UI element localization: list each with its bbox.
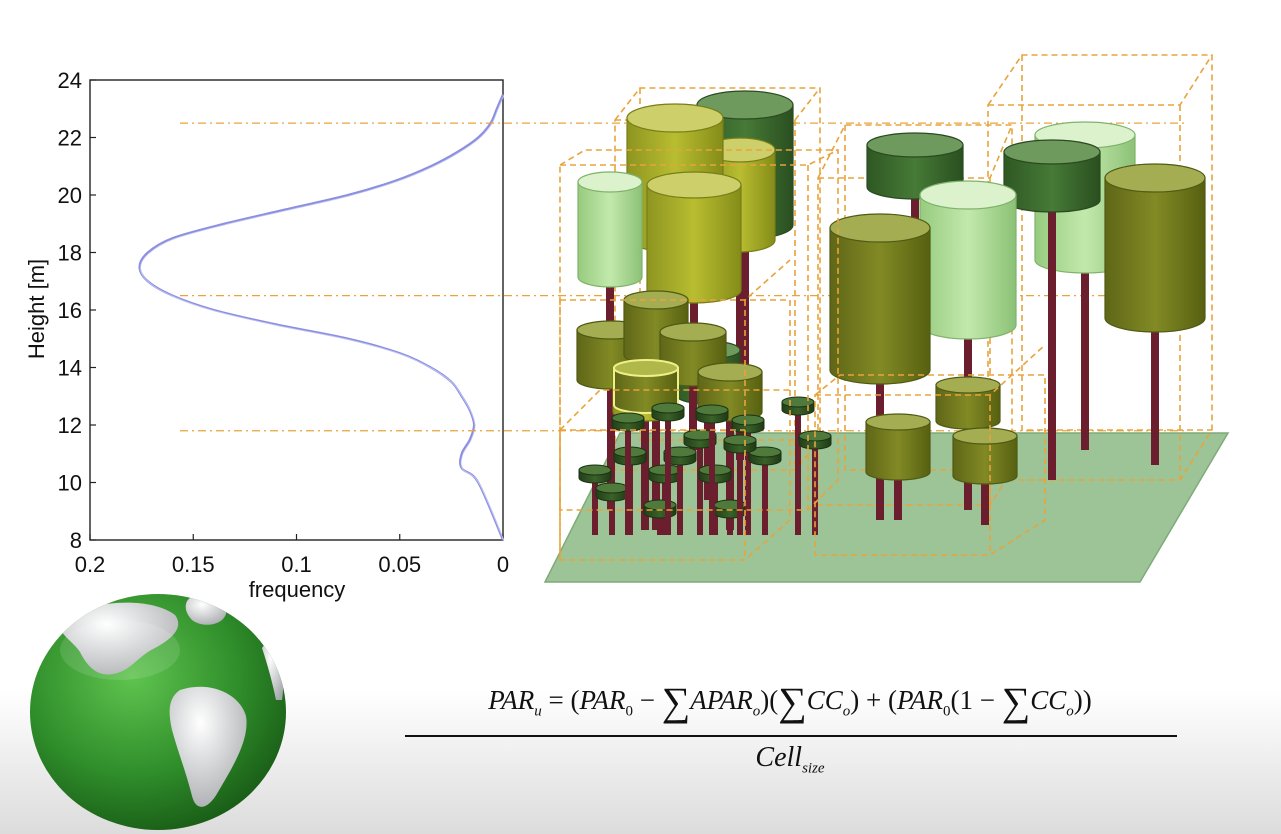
tree-crown <box>577 181 643 288</box>
tree-trunk <box>981 476 989 525</box>
y-tick-label: 22 <box>58 126 82 151</box>
tree-crown-top <box>626 103 724 133</box>
tree <box>952 427 1018 525</box>
tree-crown <box>1104 177 1206 333</box>
fraction-bar <box>405 735 1177 737</box>
formula-denominator: Cellsize <box>755 742 825 777</box>
continent-north-america <box>59 602 179 675</box>
par-formula: PARu = (PAR0 − ∑APARo)(∑CCo) + (PAR0(1 −… <box>395 660 1185 790</box>
tree-trunk <box>894 472 902 520</box>
tree-trunk <box>606 277 614 330</box>
tree-trunk <box>690 290 698 330</box>
tree-trunk <box>1151 318 1159 465</box>
x-tick-label: 0.05 <box>378 552 421 577</box>
y-tick-label: 16 <box>58 298 82 323</box>
tree <box>865 413 931 520</box>
understory-tree <box>723 434 757 535</box>
frame-box-back-3 <box>987 54 1213 481</box>
understory-tree <box>611 412 645 535</box>
understory-tree <box>748 446 782 535</box>
tree-trunk <box>1081 260 1089 450</box>
sum-symbol: ∑ <box>1001 679 1031 724</box>
sum-symbol: ∑ <box>778 679 807 724</box>
y-tick-label: 14 <box>58 356 82 381</box>
frequency-curve-shadow <box>140 95 505 542</box>
tree-crown-top <box>865 413 931 431</box>
tree-crown <box>829 227 931 385</box>
tree-crown-top <box>935 376 1001 394</box>
tree-trunk <box>641 412 649 530</box>
sum-symbol: ∑ <box>661 679 691 724</box>
y-tick-label: 12 <box>58 413 82 438</box>
y-axis-label: Height [m] <box>24 259 49 359</box>
tree-crown-top <box>919 180 1017 210</box>
tree-crown-top <box>659 322 727 342</box>
frequency-curve <box>138 93 505 541</box>
tree <box>1003 139 1101 480</box>
tree-trunk <box>1048 200 1056 480</box>
tree-trunk <box>607 380 615 510</box>
x-tick-label: 0.15 <box>172 552 215 577</box>
tree-crown-top <box>952 427 1018 445</box>
chart-ticks: 0.2 0.15 0.1 0.05 0 8 10 12 14 16 18 20 22 24 <box>58 68 510 577</box>
tree-crown-top <box>1104 163 1206 193</box>
y-tick-label: 24 <box>58 68 82 93</box>
x-tick-label: 0.2 <box>75 552 106 577</box>
understory-tree <box>651 402 685 535</box>
formula-numerator: PARu = (PAR0 − ∑APARo)(∑CCo) + (PAR0(1 −… <box>488 679 1092 724</box>
understory-tree <box>578 464 612 535</box>
frame-box-front-4 <box>559 389 790 560</box>
x-tick-label: 0.1 <box>281 552 312 577</box>
tree-crown-top <box>646 171 742 199</box>
tree <box>1104 163 1206 465</box>
y-tick-label: 10 <box>58 471 82 496</box>
y-tick-label: 20 <box>58 183 82 208</box>
understory-tree <box>663 446 697 535</box>
tree-crown-top <box>829 213 931 243</box>
tree-crown <box>952 435 1018 485</box>
tree-crown-top <box>697 362 763 382</box>
tree <box>646 171 742 330</box>
continent-south-america <box>169 686 247 807</box>
y-tick-label: 8 <box>70 528 82 553</box>
tree-crown-top <box>1003 139 1101 165</box>
tree-crown-top <box>577 171 643 193</box>
x-axis-label: frequency <box>249 577 346 602</box>
chart-series <box>138 93 505 542</box>
tree <box>577 171 643 330</box>
tree-trunk <box>689 377 697 450</box>
tree-crown <box>865 421 931 481</box>
y-tick-label: 18 <box>58 241 82 266</box>
understory-tree <box>595 482 629 535</box>
understory-tree <box>695 404 729 535</box>
x-tick-label: 0 <box>497 552 509 577</box>
tree-crown-top <box>866 132 964 158</box>
understory-tree <box>683 429 717 535</box>
frame-box-front-3 <box>814 344 1046 556</box>
tree-trunk <box>652 355 660 530</box>
